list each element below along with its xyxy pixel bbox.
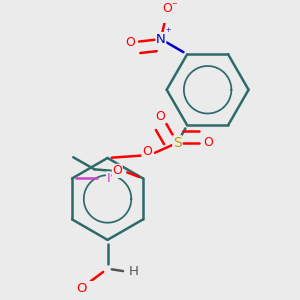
Text: O: O [142, 146, 152, 158]
Text: O: O [156, 110, 166, 123]
Text: I: I [106, 172, 110, 185]
Text: O: O [125, 36, 135, 49]
Text: N: N [156, 33, 166, 46]
Text: S: S [173, 136, 182, 150]
Text: H: H [128, 265, 138, 278]
Text: O: O [112, 164, 122, 177]
Text: $^{-}$: $^{-}$ [171, 1, 178, 11]
Text: O: O [76, 282, 87, 295]
Text: $^{+}$: $^{+}$ [165, 27, 172, 38]
Text: O: O [203, 136, 213, 149]
Text: O: O [162, 2, 172, 15]
